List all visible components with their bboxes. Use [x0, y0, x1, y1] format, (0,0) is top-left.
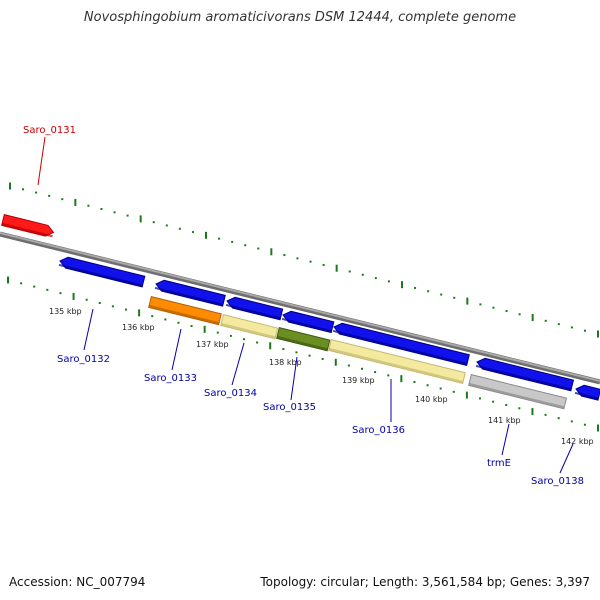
feature-bar-pale-a-body: [220, 314, 279, 340]
gene-label-saro-0134[interactable]: Saro_0134: [204, 388, 257, 399]
map-title: Novosphingobium aromaticivorans DSM 1244…: [83, 10, 517, 25]
gene-label-saro-0132[interactable]: Saro_0132: [57, 354, 110, 365]
connector-3: [231, 342, 245, 386]
gene-label-saro-0135[interactable]: Saro_0135: [263, 402, 316, 413]
feature-bar-orange-body: [148, 296, 222, 326]
upper-tick-track: [9, 182, 599, 338]
feature-saro-0131-shade: [1, 222, 53, 238]
feature-saro-0132-shade: [58, 263, 143, 287]
feature-track[interactable]: [1, 214, 600, 410]
tick-label-139: 139 kbp: [342, 376, 375, 385]
feature-saro-0132: [58, 256, 146, 288]
feature-saro-0131: [1, 214, 55, 238]
feature-saro-0133: [154, 279, 226, 307]
feature-bar-orange: [148, 296, 222, 326]
feature-bar-pale-b-shade: [328, 347, 464, 383]
gene-label-saro-0138[interactable]: Saro_0138: [531, 476, 584, 487]
feature-bar-gray-shade: [468, 382, 565, 409]
label-connectors: [37, 136, 574, 474]
feature-saro-0138-shade: [574, 391, 599, 400]
connector-7: [559, 443, 574, 474]
feature-bar-pale-b: [328, 339, 466, 384]
feature-saro-0134-shade: [225, 303, 281, 320]
feature-saro-0136: [332, 322, 470, 366]
gene-label-saro-0136[interactable]: Saro_0136: [352, 425, 405, 436]
feature-saro-0136-shade: [332, 329, 468, 365]
tick-label-142: 142 kbp: [561, 437, 594, 446]
feature-saro-0135-shade: [281, 317, 332, 333]
feature-bar-olive-body: [276, 327, 331, 352]
feature-bar-pale-a: [220, 314, 279, 340]
tick-label-136: 136 kbp: [122, 323, 155, 332]
gene-labels[interactable]: Saro_0131 Saro_0132 Saro_0133 Saro_0134 …: [23, 125, 584, 487]
connector-4: [290, 356, 298, 401]
tick-label-141: 141 kbp: [488, 416, 521, 425]
feature-bar-olive: [276, 327, 331, 352]
gene-label-saro-0131[interactable]: Saro_0131: [23, 125, 76, 136]
feature-bar-pale-a-shade: [220, 322, 276, 339]
feature-bar-gray: [468, 374, 568, 410]
tick-labels: 135 kbp 136 kbp 137 kbp 138 kbp 139 kbp …: [49, 307, 594, 446]
backbone-highlight: [0, 232, 600, 382]
tick-label-138: 138 kbp: [269, 358, 302, 367]
genome-summary-text: Topology: circular; Length: 3,561,584 bp…: [260, 575, 590, 589]
feature-trme: [475, 357, 575, 392]
connector-1: [83, 308, 94, 351]
feature-saro-0138: [574, 384, 600, 401]
genome-backbone: [0, 231, 600, 385]
feature-bar-olive-shade: [276, 335, 328, 351]
feature-bar-orange-shade: [148, 304, 220, 325]
tick-label-140: 140 kbp: [415, 395, 448, 404]
feature-bar-gray-body: [468, 374, 568, 410]
tick-label-137: 137 kbp: [196, 340, 229, 349]
feature-bar-pale-b-body: [328, 339, 466, 384]
tick-label-135: 135 kbp: [49, 307, 82, 316]
accession-text: Accession: NC_007794: [9, 575, 146, 589]
feature-saro-0135: [281, 310, 335, 334]
gene-label-trme[interactable]: trmE: [487, 458, 511, 469]
feature-trme-shade: [475, 364, 572, 391]
lower-tick-track: [7, 276, 599, 432]
connector-0: [37, 136, 46, 186]
feature-saro-0133-shade: [154, 286, 224, 306]
gene-label-saro-0133[interactable]: Saro_0133: [144, 373, 197, 384]
connector-6: [501, 423, 510, 456]
feature-saro-0134: [225, 296, 284, 321]
connector-2: [171, 328, 182, 371]
